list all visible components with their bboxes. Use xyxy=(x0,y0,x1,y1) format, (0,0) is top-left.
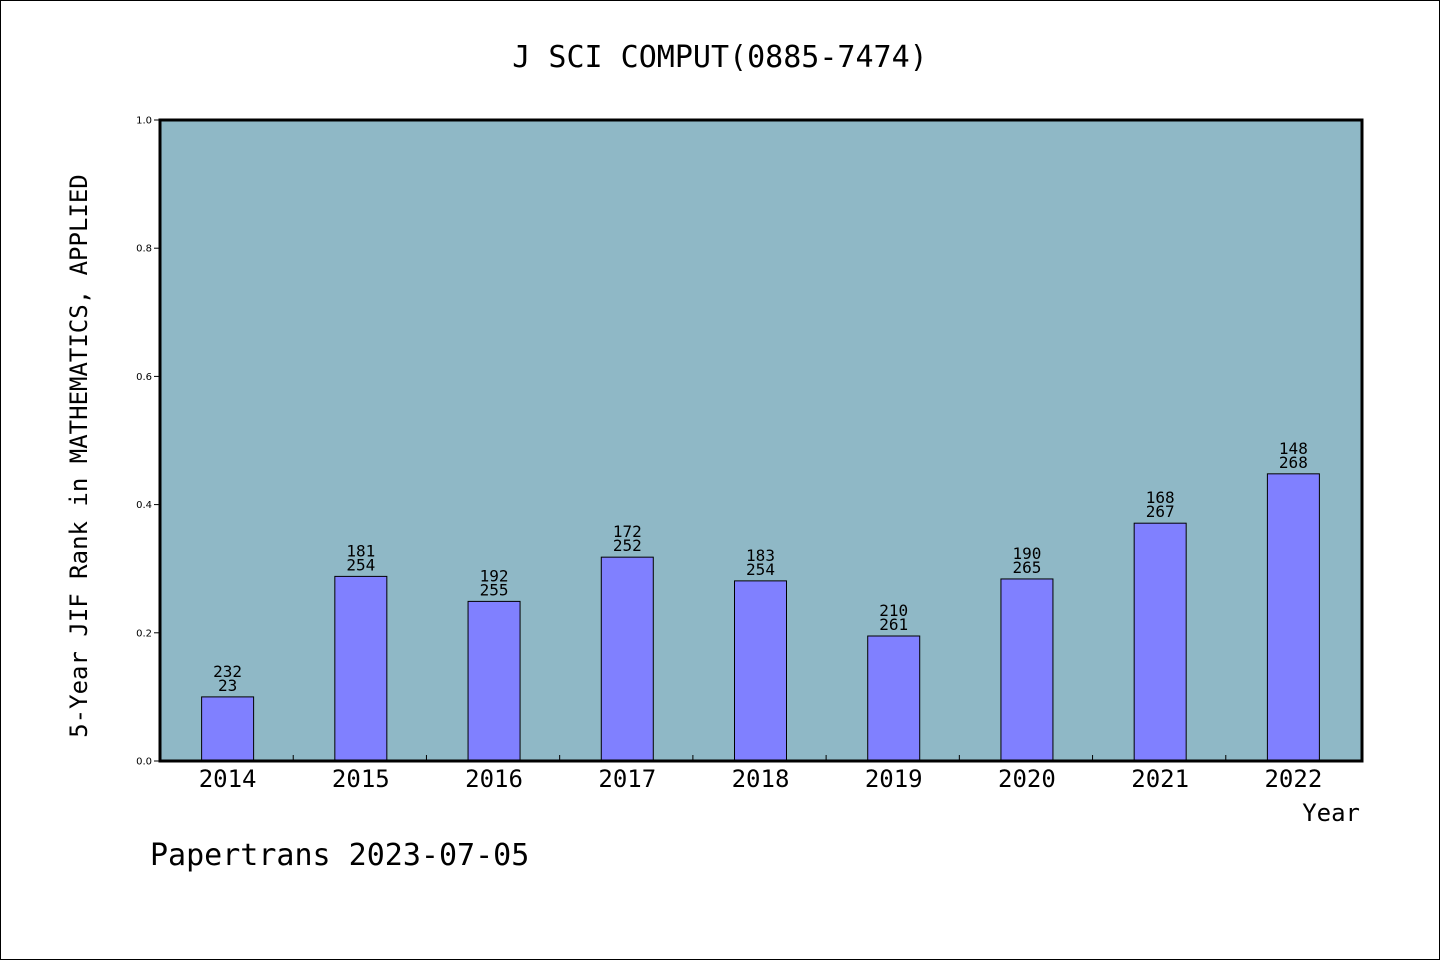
bar-2017 xyxy=(600,556,654,762)
rank-label: 148 xyxy=(1279,439,1308,458)
y-tick-label: 0.6 xyxy=(136,372,152,383)
chart-title: J SCI COMPUT(0885-7474) xyxy=(512,40,927,75)
x-axis-ticks: 2014 2015 2016 2017 2018 2019 2020 2021 2022 xyxy=(199,755,1322,793)
y-axis-ticks: 0.0 0.2 0.4 0.6 0.8 1.0 xyxy=(136,116,160,768)
y-tick-label: 1.0 xyxy=(136,116,152,127)
bar-2019 xyxy=(867,635,921,762)
bar-2014 xyxy=(201,696,255,762)
total-label: 23 xyxy=(218,676,237,695)
rank-label: 232 xyxy=(213,662,242,681)
y-tick-label: 0.0 xyxy=(136,757,152,768)
bar-2018 xyxy=(734,580,787,762)
total-label: 265 xyxy=(1012,558,1041,577)
bar-2016 xyxy=(467,600,521,762)
rank-label: 192 xyxy=(480,566,509,585)
x-tick-label: 2016 xyxy=(465,765,523,793)
total-label: 268 xyxy=(1279,453,1308,472)
x-tick-label: 2022 xyxy=(1264,765,1322,793)
bar-2022 xyxy=(1266,473,1320,762)
x-axis-label: Year xyxy=(1302,799,1360,827)
rank-label: 172 xyxy=(613,522,642,541)
rank-label: 181 xyxy=(346,541,375,560)
x-tick-label: 2020 xyxy=(998,765,1056,793)
x-tick-label: 2014 xyxy=(199,765,257,793)
bar-2021 xyxy=(1133,522,1187,762)
total-label: 254 xyxy=(746,560,775,579)
rank-label: 183 xyxy=(746,546,775,565)
rank-label: 190 xyxy=(1012,544,1041,563)
total-label: 255 xyxy=(480,580,509,599)
x-tick-label: 2021 xyxy=(1131,765,1189,793)
bar-2015 xyxy=(334,575,388,762)
total-label: 261 xyxy=(879,615,908,634)
y-tick-label: 0.2 xyxy=(136,628,152,639)
total-label: 254 xyxy=(346,555,375,574)
bar-2020 xyxy=(1000,578,1054,762)
rank-label: 210 xyxy=(879,601,908,620)
x-tick-label: 2015 xyxy=(332,765,390,793)
data-labels: 2322318125419225517225218325421026119026… xyxy=(213,439,1308,695)
plot-border xyxy=(158,118,1364,763)
rank-label: 168 xyxy=(1146,488,1175,507)
total-label: 267 xyxy=(1146,502,1175,521)
footer-text: Papertrans 2023-07-05 xyxy=(150,838,529,873)
x-tick-label: 2018 xyxy=(732,765,790,793)
y-tick-label: 0.4 xyxy=(136,500,152,511)
x-tick-label: 2019 xyxy=(865,765,923,793)
total-label: 252 xyxy=(613,536,642,555)
bars xyxy=(201,473,1320,762)
y-axis-label: 5-Year JIF Rank in MATHEMATICS, APPLIED xyxy=(65,174,93,738)
x-tick-label: 2017 xyxy=(598,765,656,793)
y-tick-label: 0.8 xyxy=(136,244,152,255)
